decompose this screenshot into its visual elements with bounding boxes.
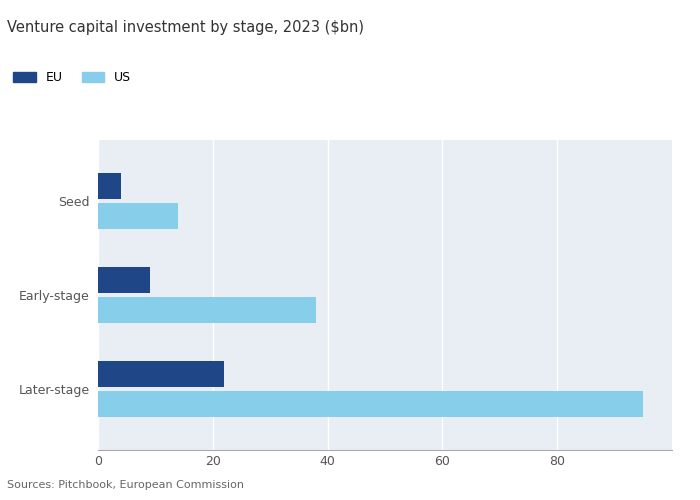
Bar <box>98 173 121 199</box>
Text: Venture capital investment by stage, 2023 ($bn): Venture capital investment by stage, 202… <box>7 20 364 35</box>
Bar <box>98 391 643 417</box>
Bar <box>98 203 178 229</box>
Legend: EU, US: EU, US <box>13 71 131 84</box>
Bar <box>98 297 316 323</box>
Bar <box>98 361 224 387</box>
Bar <box>98 267 150 293</box>
Text: Sources: Pitchbook, European Commission: Sources: Pitchbook, European Commission <box>7 480 244 490</box>
